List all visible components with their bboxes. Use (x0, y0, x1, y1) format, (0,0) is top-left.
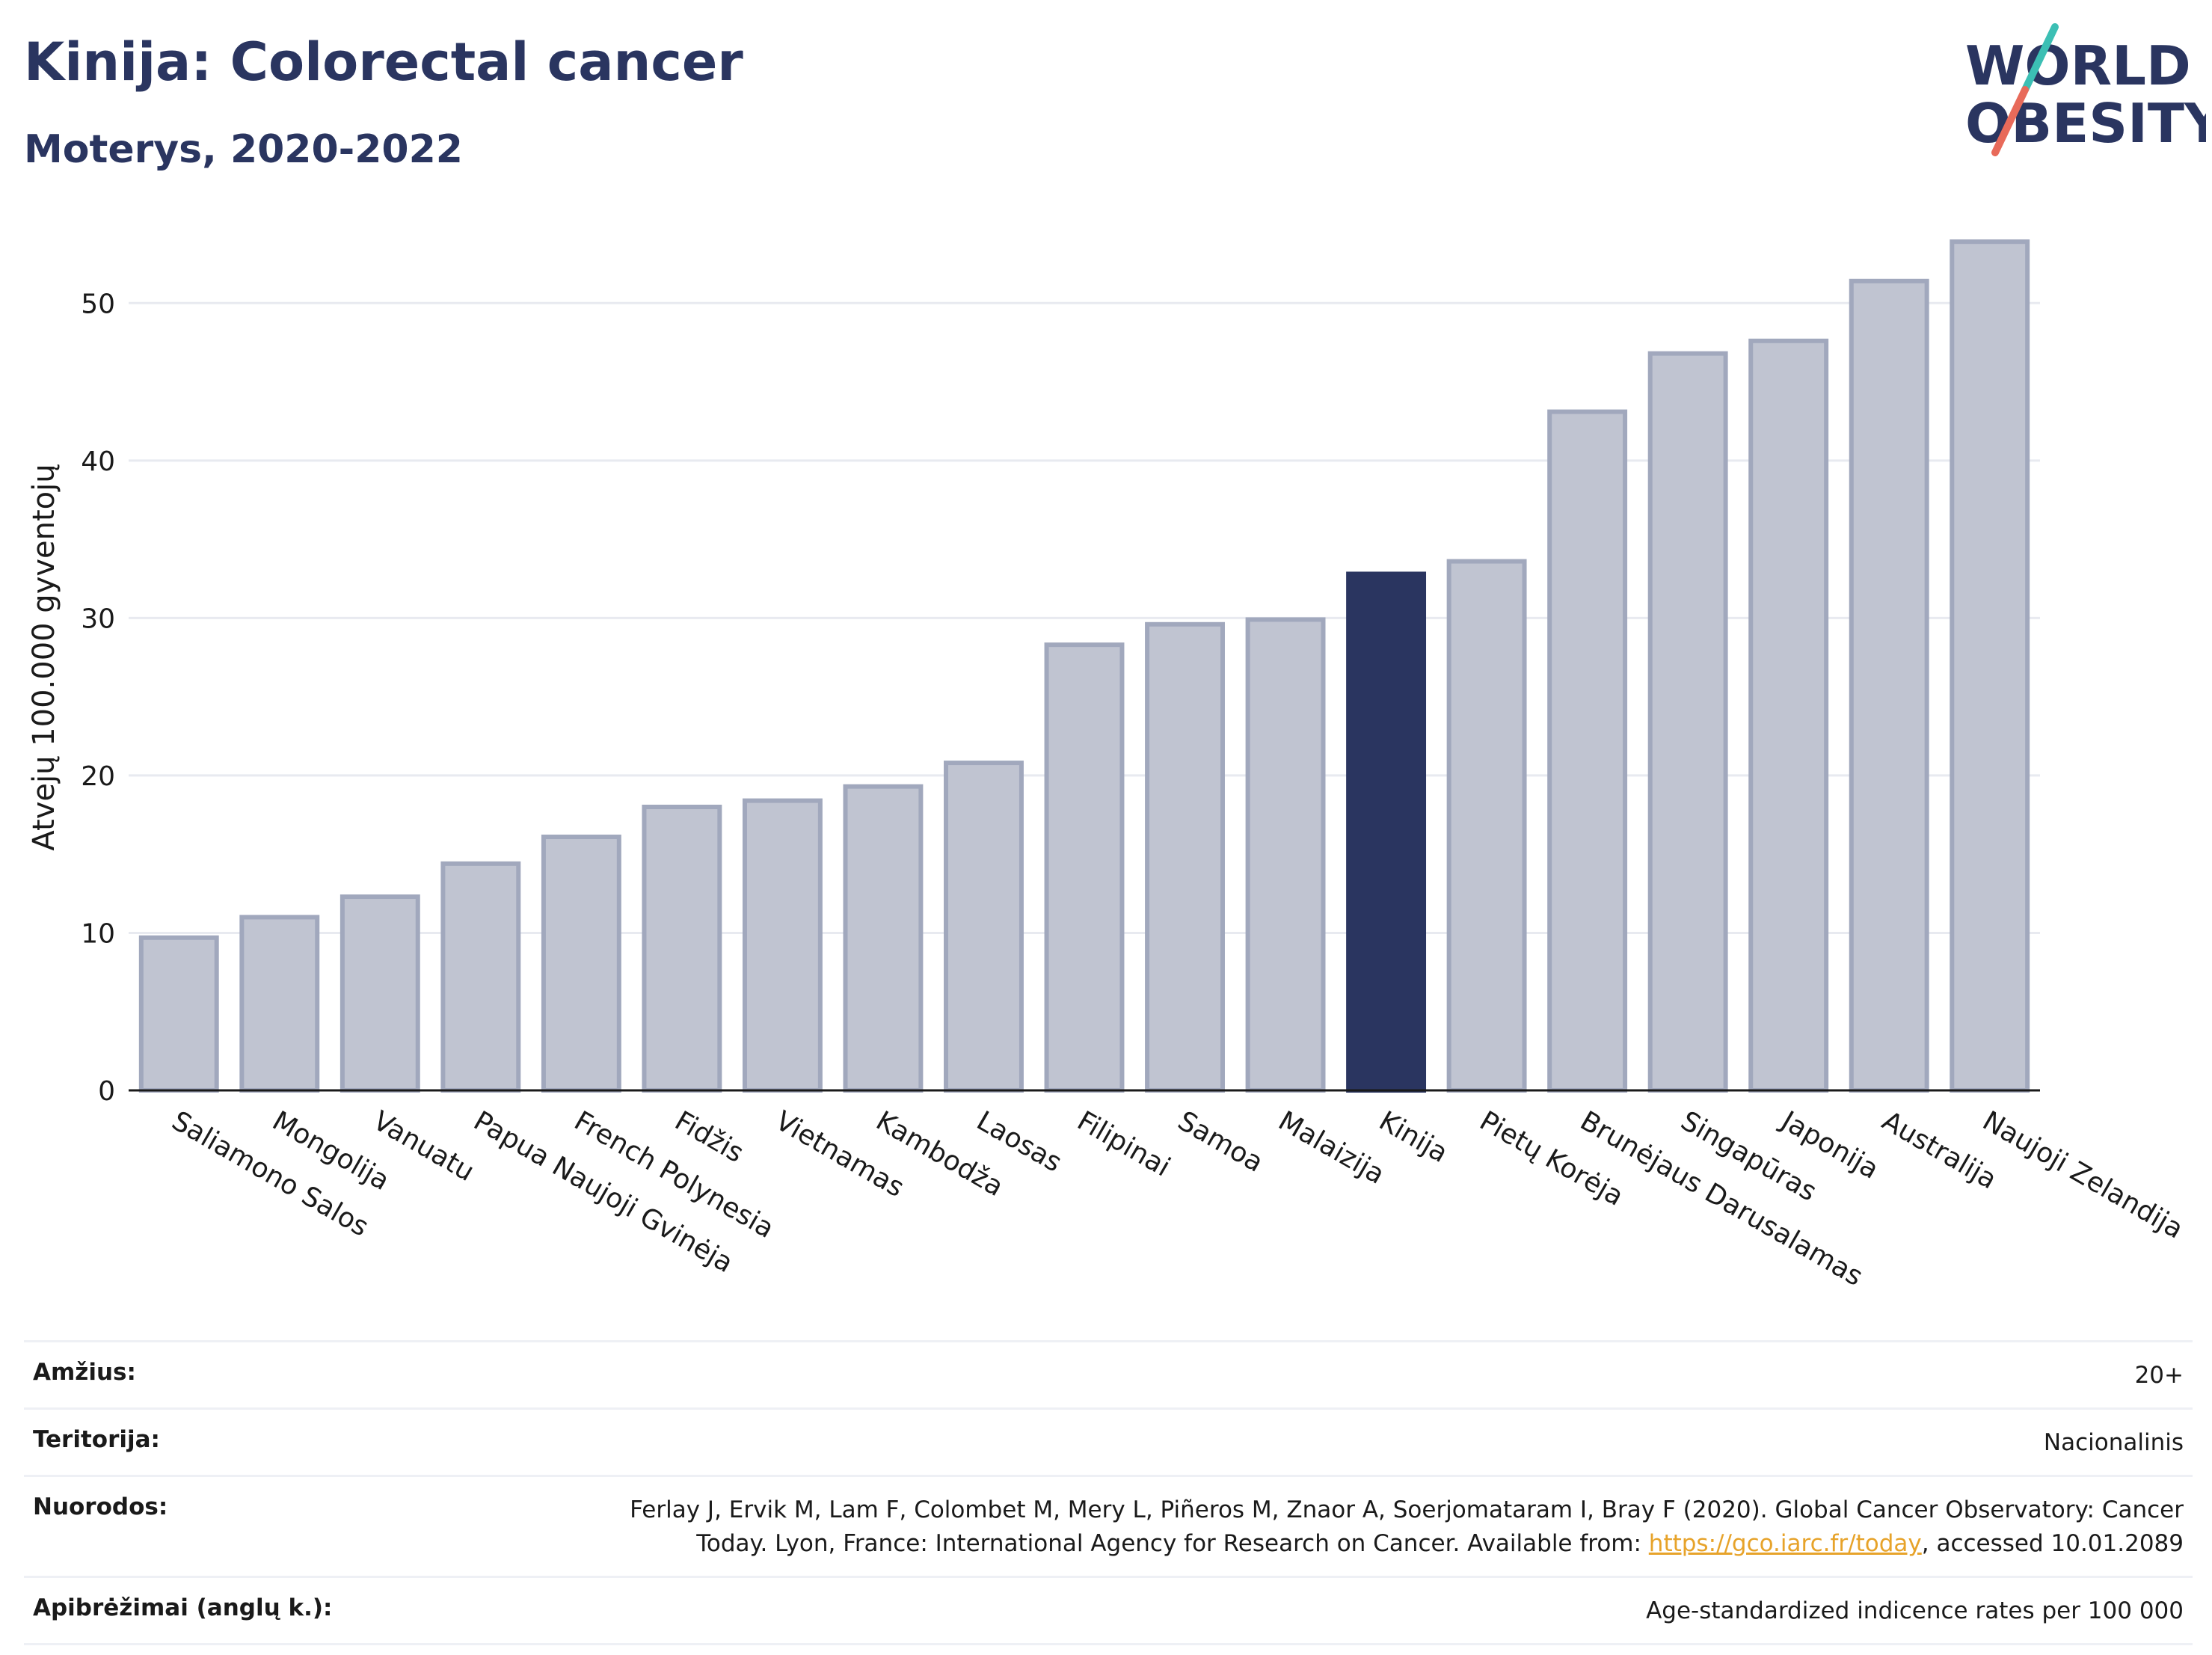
bars (138, 239, 2030, 1093)
logo-text-world: WORLD (1965, 34, 2191, 97)
chart-subtitle: Moterys, 2020-2022 (24, 127, 463, 172)
bar-chart: 0 10 20 30 40 50 Saliamono SalosMongolijaVanu… (27, 239, 2188, 1292)
references-pre: Today. Lyon, France: International Agenc… (696, 1529, 1649, 1557)
category-label: Fidžis (669, 1105, 749, 1169)
bar (944, 761, 1024, 1093)
info-table: Amžius: 20+ Teritorija: Nacionalinis Nuo… (24, 1340, 2193, 1645)
y-tick-label: 40 (81, 446, 115, 477)
references-link[interactable]: https://gco.iarc.fr/today (1648, 1529, 1922, 1557)
y-tick-label: 50 (81, 289, 115, 319)
bar (1950, 239, 2030, 1093)
info-key-territory: Teritorija: (33, 1425, 160, 1453)
info-row-definitions: Apibrėžimai (anglų k.): Age-standardized… (24, 1575, 2193, 1645)
bar (1044, 642, 1125, 1093)
bar (742, 798, 823, 1093)
category-label: Australija (1877, 1105, 2002, 1195)
info-row-territory: Teritorija: Nacionalinis (24, 1407, 2193, 1475)
bar (1245, 617, 1326, 1093)
y-tick-label: 20 (81, 761, 115, 792)
logo-graphic: WORLD OBESITY (1965, 23, 2212, 156)
logo-slash-red (1991, 86, 2029, 156)
bar (642, 805, 722, 1093)
info-value-references: Ferlay J, Ervik M, Lam F, Colombet M, Me… (630, 1493, 2184, 1561)
category-label: Samoa (1173, 1105, 1268, 1179)
category-label: Naujoji Zelandija (1977, 1105, 2188, 1244)
world-obesity-logo: WORLD OBESITY (1944, 21, 2212, 163)
axes: 0 10 20 30 40 50 (81, 289, 2040, 1107)
info-key-references: Nuorodos: (33, 1493, 168, 1520)
info-row-references: Nuorodos: Ferlay J, Ervik M, Lam F, Colo… (24, 1474, 2193, 1576)
bar (1346, 571, 1427, 1093)
info-row-age: Amžius: 20+ (24, 1340, 2193, 1407)
y-tick-label: 0 (98, 1076, 115, 1107)
category-label: Malaizija (1274, 1105, 1390, 1191)
chart-title: Kinija: Colorectal cancer (24, 31, 743, 93)
y-tick-label: 10 (81, 918, 115, 949)
info-key-age: Amžius: (33, 1359, 136, 1386)
bar (239, 915, 320, 1093)
bar (1748, 338, 1829, 1093)
info-value-age: 20+ (2134, 1362, 2184, 1389)
info-value-territory: Nacionalinis (2043, 1428, 2184, 1456)
y-tick-label: 30 (81, 604, 115, 634)
bar (541, 835, 621, 1093)
category-label: Filipinai (1072, 1105, 1176, 1182)
bar (1849, 278, 1929, 1093)
info-value-definitions: Age-standardized indicence rates per 100… (1646, 1597, 2184, 1624)
bar (843, 784, 924, 1093)
info-key-definitions: Apibrėžimai (anglų k.): (33, 1594, 333, 1621)
bar (340, 894, 420, 1093)
references-post: , accessed 10.01.2089 (1921, 1529, 2184, 1557)
bar (138, 935, 219, 1093)
bar (1647, 351, 1728, 1093)
bar (1547, 409, 1628, 1093)
references-line1: Ferlay J, Ervik M, Lam F, Colombet M, Me… (630, 1496, 2184, 1523)
bar (1446, 559, 1527, 1093)
bar (1145, 621, 1225, 1093)
category-label: Kinija (1374, 1105, 1453, 1169)
bar (440, 861, 521, 1093)
logo-slash-teal (2021, 23, 2059, 93)
y-axis-title: Atvejų 100.000 gyventojų (27, 464, 61, 850)
